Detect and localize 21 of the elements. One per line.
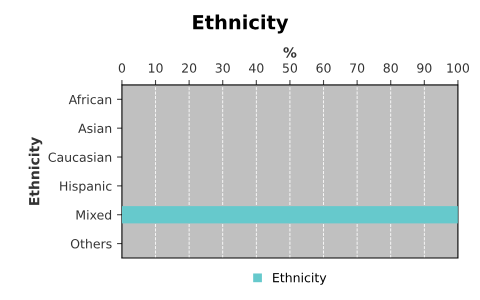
x-tick-label: 20 [182, 63, 196, 73]
y-tick-label: Hispanic [60, 181, 112, 194]
x-tick-label: 10 [148, 63, 163, 73]
x-tick-label: 90 [417, 63, 432, 73]
y-axis-title: Ethnicity [28, 137, 42, 205]
y-tick-label: Asian [78, 123, 112, 134]
x-tick-label: 100 [447, 63, 470, 73]
x-tick-label: 70 [350, 63, 364, 73]
chart-title: Ethnicity [193, 14, 288, 34]
x-tick-label: 40 [248, 63, 264, 73]
y-tick-label: Others [70, 238, 112, 248]
legend-label: Ethnicity [273, 272, 326, 285]
y-tick-label: Mixed [76, 210, 112, 220]
x-axis-title: % [283, 47, 296, 58]
x-tick-label: 50 [282, 63, 298, 73]
y-tick-label: Caucasian [48, 152, 112, 162]
x-tick-label: 60 [316, 63, 331, 73]
x-tick-label: 80 [384, 63, 398, 73]
x-tick-label: 30 [216, 63, 230, 73]
x-tick-label: 0 [118, 63, 126, 73]
y-tick-label: African [68, 94, 112, 104]
